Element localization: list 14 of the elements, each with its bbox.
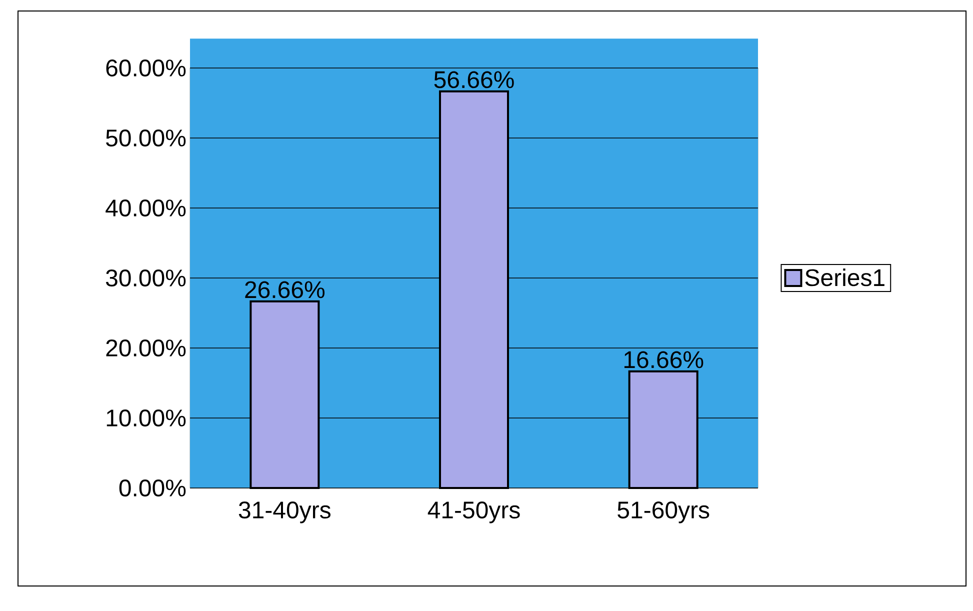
data-label: 56.66%: [434, 71, 514, 88]
y-tick-label: 10.00%: [106, 410, 186, 426]
y-tick-label: 40.00%: [106, 200, 186, 216]
y-tick-label: 0.00%: [119, 480, 186, 496]
legend-label: Series1: [805, 268, 884, 286]
x-tick-label: 31-40yrs: [238, 502, 330, 524]
data-label: 16.66%: [624, 351, 704, 368]
x-tick-label: 51-60yrs: [618, 502, 710, 524]
y-tick-label: 50.00%: [106, 130, 186, 146]
y-tick-label: 30.00%: [106, 270, 186, 286]
y-tick-label: 20.00%: [106, 340, 186, 356]
x-tick-label: 41-50yrs: [428, 502, 520, 524]
data-label: 26.66%: [245, 281, 325, 298]
y-tick-label: 60.00%: [106, 60, 186, 76]
